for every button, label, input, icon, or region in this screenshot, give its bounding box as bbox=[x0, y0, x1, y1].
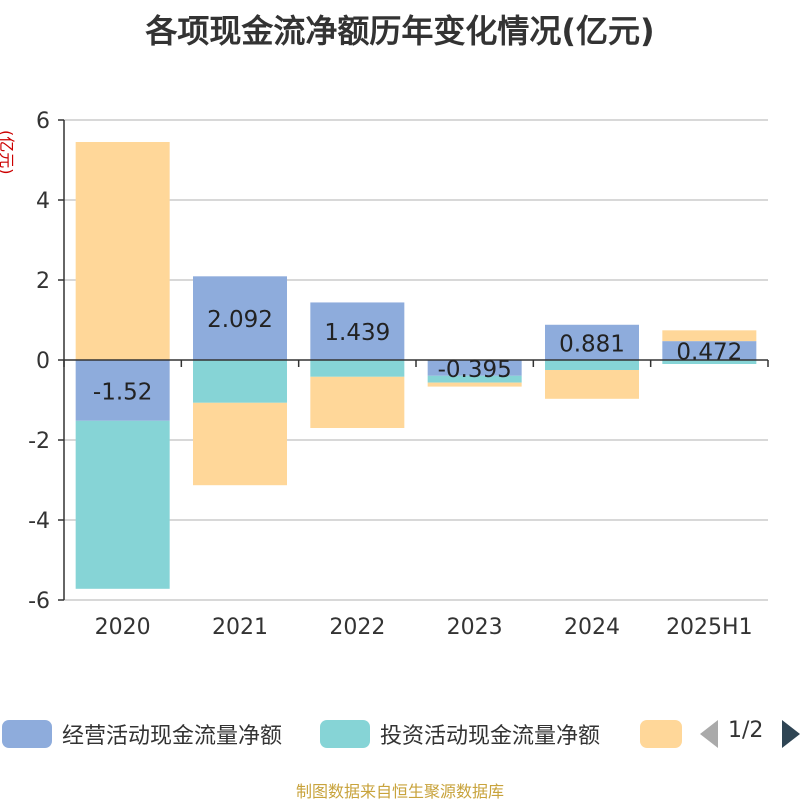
y-tick-label: -6 bbox=[28, 589, 50, 614]
y-axis-unit: (亿元) bbox=[0, 130, 16, 175]
grid-lines bbox=[64, 119, 768, 601]
data-label: 0.472 bbox=[676, 340, 742, 366]
bar-investing-2022 bbox=[310, 360, 405, 377]
bar-operating-2020 bbox=[75, 360, 170, 421]
bar-financing-2023 bbox=[427, 382, 522, 387]
page-title: 各项现金流净额历年变化情况(亿元) bbox=[145, 12, 655, 50]
x-tick-label: 2023 bbox=[447, 615, 503, 640]
legend-swatch-investing bbox=[320, 720, 370, 748]
bar-financing-2024 bbox=[545, 370, 639, 399]
legend-item-financing[interactable] bbox=[640, 716, 682, 752]
data-labels: -1.52 2.092 1.439 -0.395 0.881 0.472 bbox=[93, 307, 742, 405]
bar-operating-2024 bbox=[545, 324, 639, 360]
bar-financing-2025H1 bbox=[662, 330, 757, 342]
y-tick-label: 2 bbox=[36, 269, 50, 294]
legend-item-operating[interactable]: 经营活动现金流量净额 bbox=[2, 716, 282, 752]
source-note: 制图数据来自恒生聚源数据库 bbox=[295, 782, 504, 801]
bar-financing-2020 bbox=[75, 142, 170, 360]
bar-operating-2021 bbox=[193, 276, 287, 360]
y-tick-label: 4 bbox=[36, 189, 50, 214]
y-tick-label: 0 bbox=[36, 349, 50, 374]
legend-swatch-operating bbox=[2, 720, 52, 748]
data-label: 1.439 bbox=[324, 320, 390, 346]
legend-swatch-financing bbox=[640, 720, 682, 748]
axes: 6 4 2 0 -2 -4 -6 2020 2021 2022 2023 2024 2025H1 bbox=[28, 109, 769, 640]
x-tick-label: 2020 bbox=[95, 615, 151, 640]
x-tick-label: 2024 bbox=[564, 615, 620, 640]
y-tick-label: 6 bbox=[36, 109, 50, 134]
legend-label-operating: 经营活动现金流量净额 bbox=[62, 724, 283, 749]
bar-operating-2022 bbox=[310, 302, 405, 360]
y-tick-label: -2 bbox=[28, 429, 50, 454]
data-label: 2.092 bbox=[207, 307, 273, 333]
data-label: -0.395 bbox=[438, 357, 512, 383]
y-tick-label: -4 bbox=[28, 509, 50, 534]
data-label: -1.52 bbox=[93, 379, 153, 405]
legend-next-page-icon[interactable] bbox=[782, 720, 800, 748]
bar-investing-2023 bbox=[427, 375, 522, 383]
chart-area: 6 4 2 0 -2 -4 -6 2020 2021 2022 2023 2024 2025H1 -1.… bbox=[28, 109, 769, 640]
bar-group bbox=[75, 142, 757, 589]
bar-operating-2023 bbox=[427, 360, 522, 376]
bar-investing-2025H1 bbox=[662, 360, 757, 364]
legend: 经营活动现金流量净额 投资活动现金流量净额 1/2 bbox=[0, 716, 800, 752]
legend-label-investing: 投资活动现金流量净额 bbox=[380, 724, 601, 749]
bar-financing-2022 bbox=[310, 376, 405, 428]
data-label: 0.881 bbox=[559, 331, 625, 357]
bar-operating-2025H1 bbox=[662, 341, 757, 360]
x-tick-label: 2021 bbox=[212, 615, 268, 640]
legend-page-indicator: 1/2 bbox=[728, 718, 764, 743]
legend-item-investing[interactable]: 投资活动现金流量净额 bbox=[320, 716, 600, 752]
bar-investing-2020 bbox=[75, 420, 170, 589]
legend-prev-page-icon[interactable] bbox=[700, 720, 718, 748]
bar-investing-2021 bbox=[193, 360, 287, 403]
x-tick-label: 2025H1 bbox=[666, 615, 753, 640]
bar-financing-2021 bbox=[193, 402, 287, 486]
bar-investing-2024 bbox=[545, 360, 639, 370]
x-tick-label: 2022 bbox=[329, 615, 385, 640]
